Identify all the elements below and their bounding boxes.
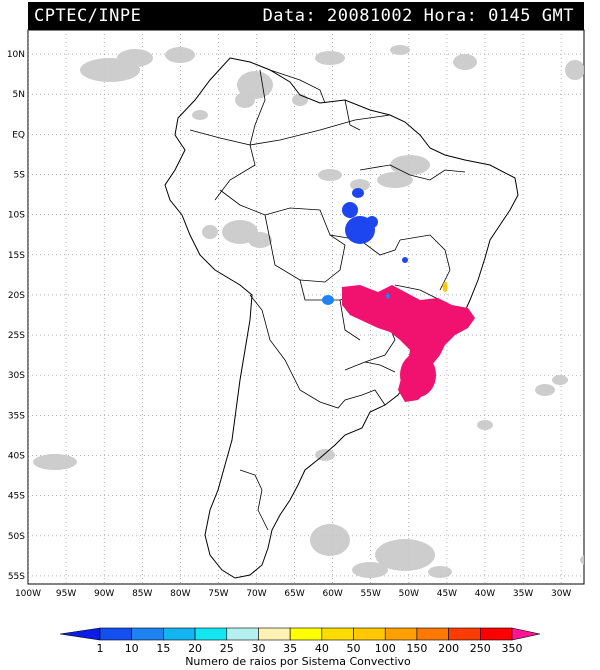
lon-tick-label: 35W (513, 589, 533, 599)
colorbar-swatch (384, 627, 418, 641)
lat-tick-label: 15S (8, 251, 25, 261)
lat-tick-label: 30S (8, 371, 25, 381)
lat-tick-label: 35S (8, 411, 25, 421)
datetime-label: Data: 20081002 Hora: 0145 GMT (263, 6, 574, 26)
lat-tick-label: 20S (8, 291, 25, 301)
colorbar-tick-label: 50 (347, 642, 361, 655)
colorbar-swatch (99, 627, 132, 641)
colorbar-tick-label: 35 (283, 642, 297, 655)
lightning-cluster-amazon (342, 188, 408, 263)
hora-caption: Hora: (423, 6, 478, 26)
colorbar-swatch (226, 627, 259, 641)
date-caption: Data: (262, 6, 317, 26)
time-value: 0145 (488, 6, 532, 26)
lon-tick-label: 100W (15, 589, 41, 599)
colorbar-tick-label: 25 (220, 642, 234, 655)
colorbar-swatch (353, 627, 386, 641)
lat-tick-label: 50S (8, 532, 25, 542)
lat-tick-label: 25S (8, 331, 25, 341)
lon-tick-label: 70W (246, 589, 266, 599)
colorbar-high-arrow (511, 627, 541, 641)
colorbar-swatch (480, 627, 513, 641)
lightning-cluster-southeast (342, 285, 475, 402)
timezone-value: GMT (541, 6, 574, 26)
lightning-cluster-east (442, 282, 448, 292)
colorbar-low-arrow (59, 627, 101, 641)
colorbar-swatch (448, 627, 481, 641)
lat-tick-label: 45S (8, 492, 25, 502)
colorbar-tick-label: 350 (502, 642, 523, 655)
lat-tick-label: EQ (12, 130, 25, 140)
latitude-labels: 10N 5N EQ 5S 10S 15S 20S 25S 30S 35S 40S 45S 50S 55S (7, 50, 25, 582)
source-label: CPTEC/INPE (34, 6, 142, 26)
colorbar-swatch (289, 627, 323, 641)
lon-tick-label: 45W (437, 589, 457, 599)
lon-tick-label: 30W (551, 589, 571, 599)
lat-tick-label: 10N (7, 50, 25, 60)
longitude-labels: 100W 95W 90W 85W 80W 75W 70W 65W 60W 55W 50W 45W 40W… (15, 589, 571, 599)
lon-tick-label: 75W (208, 589, 228, 599)
colorbar-swatch (258, 627, 291, 641)
colorbar-title: Numero de raios por Sistema Convectivo (185, 655, 411, 668)
lon-tick-label: 40W (475, 589, 495, 599)
lat-tick-label: 55S (8, 572, 25, 582)
lon-tick-label: 80W (170, 589, 190, 599)
colorbar-tick-label: 10 (125, 642, 139, 655)
colorbar-tick-label: 1 (97, 642, 104, 655)
colorbar: 1 10 15 20 25 30 35 40 50 100 150 200 250 350 (59, 627, 541, 655)
lat-tick-label: 5S (14, 171, 26, 181)
colorbar-swatch (416, 627, 449, 641)
colorbar-tick-label: 40 (315, 642, 329, 655)
colorbar-tick-label: 200 (438, 642, 459, 655)
colorbar-tick-label: 20 (188, 642, 202, 655)
colorbar-tick-label: 15 (156, 642, 170, 655)
colorbar-tick-label: 250 (470, 642, 491, 655)
lightning-cluster-west (322, 293, 390, 305)
colorbar-swatch (321, 627, 354, 641)
map-frame (27, 29, 585, 585)
lon-tick-label: 50W (399, 589, 419, 599)
colorbar-tick-label: 100 (375, 642, 396, 655)
colorbar-swatch (131, 627, 164, 641)
date-value: 20081002 (327, 6, 413, 26)
south-america-coastline (164, 57, 519, 579)
lon-tick-label: 90W (94, 589, 114, 599)
colorbar-tick-label: 30 (251, 642, 265, 655)
lat-tick-label: 5N (13, 90, 25, 100)
header-bar: CPTEC/INPE Data: 20081002 Hora: 0145 GMT (28, 2, 584, 30)
country-borders (189, 69, 466, 531)
lon-tick-label: 95W (56, 589, 76, 599)
colorbar-swatch (194, 627, 228, 641)
colorbar-swatch (163, 627, 196, 641)
colorbar-tick-label: 150 (406, 642, 427, 655)
lat-tick-label: 40S (8, 452, 25, 462)
lon-tick-label: 55W (361, 589, 381, 599)
lon-tick-label: 60W (322, 589, 342, 599)
lon-tick-label: 85W (132, 589, 152, 599)
lat-tick-label: 10S (8, 211, 25, 221)
lon-tick-label: 65W (284, 589, 304, 599)
